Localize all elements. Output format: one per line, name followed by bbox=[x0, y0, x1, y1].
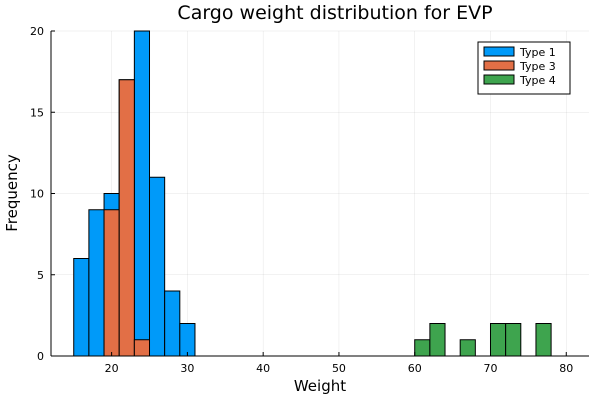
x-tick-label: 20 bbox=[105, 362, 119, 375]
histogram-bar bbox=[505, 323, 522, 357]
x-tick-label: 60 bbox=[408, 362, 422, 375]
series-3-bars bbox=[414, 323, 552, 357]
histogram-bar bbox=[133, 339, 151, 357]
histogram-bar bbox=[103, 209, 120, 357]
y-tick-label: 0 bbox=[37, 350, 44, 363]
x-tick-label: 50 bbox=[332, 362, 346, 375]
histogram-bar bbox=[489, 323, 507, 357]
x-tick-label: 30 bbox=[180, 362, 194, 375]
y-tick-label: 15 bbox=[30, 106, 44, 119]
x-axis-title: Weight bbox=[294, 377, 346, 395]
legend-swatch bbox=[483, 46, 515, 57]
legend-item: Type 1 bbox=[483, 46, 556, 59]
histogram-bar bbox=[429, 323, 446, 357]
y-axis-title: Frequency bbox=[3, 154, 21, 232]
legend-item: Type 3 bbox=[483, 60, 556, 73]
y-tick-label: 20 bbox=[30, 25, 44, 38]
x-tick-label: 70 bbox=[483, 362, 497, 375]
legend-label: Type 4 bbox=[519, 74, 556, 87]
x-tick-label: 80 bbox=[559, 362, 573, 375]
legend-item: Type 4 bbox=[483, 74, 556, 87]
histogram-bar bbox=[88, 209, 105, 357]
histogram-bar bbox=[133, 30, 151, 357]
x-tick-label: 40 bbox=[256, 362, 270, 375]
histogram-bar bbox=[179, 323, 196, 357]
histogram-bar bbox=[118, 79, 135, 357]
histogram-bar bbox=[414, 339, 431, 357]
chart-title: Cargo weight distribution for EVP bbox=[177, 2, 492, 24]
histogram-bar bbox=[164, 290, 181, 357]
legend-label: Type 1 bbox=[519, 46, 556, 59]
bars-layer bbox=[73, 30, 552, 357]
legend-swatch bbox=[483, 74, 515, 85]
legend-label: Type 3 bbox=[519, 60, 556, 73]
legend-swatch bbox=[483, 60, 515, 71]
histogram-bar bbox=[149, 176, 166, 357]
histogram-bar bbox=[535, 323, 552, 357]
histogram-bar bbox=[73, 258, 90, 357]
histogram-bar bbox=[459, 339, 476, 357]
y-tick-label: 10 bbox=[30, 188, 44, 201]
y-tick-label: 5 bbox=[37, 269, 44, 282]
ticks-layer: 20 30 40 50 60 70 80 0 5 10 15 20 bbox=[30, 25, 573, 375]
